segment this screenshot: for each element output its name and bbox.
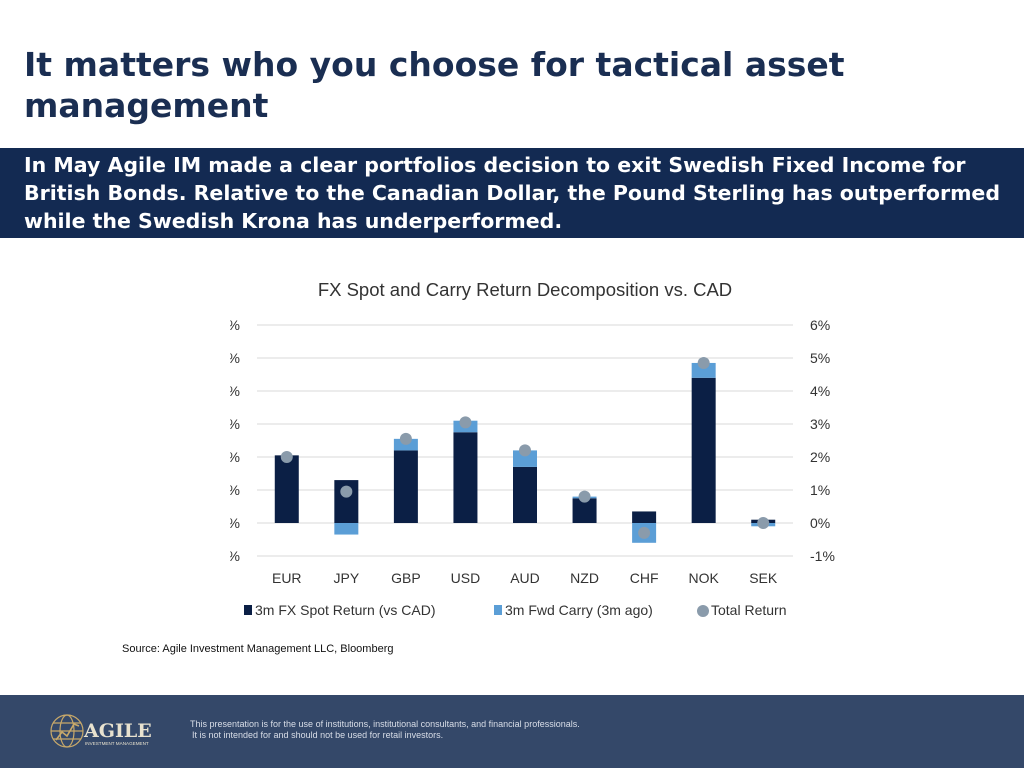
footer-bar [0,695,1024,768]
bar-spot-chf [632,511,657,523]
fx-return-chart: FX Spot and Carry Return Decomposition v… [230,279,835,618]
x-tick-label: GBP [391,570,421,586]
y-tick-label-right: 0% [810,515,830,531]
x-tick-label: SEK [749,570,778,586]
summary-banner [0,148,1024,238]
x-tick-label: NZD [570,570,599,586]
source-note: Source: Agile Investment Management LLC,… [122,643,394,655]
disclaimer: This presentation is for the use of inst… [190,719,710,741]
bar-spot-usd [453,432,478,523]
summary-text: In May Agile IM made a clear portfolios … [24,153,1001,233]
y-tick-label-left: 4% [230,383,240,399]
legend-swatch-carry [494,605,502,615]
legend-label-spot: 3m FX Spot Return (vs CAD) [255,602,436,618]
y-tick-label-right: -1% [810,548,835,564]
legend-label-carry: 3m Fwd Carry (3m ago) [505,602,653,618]
y-tick-label-left: 2% [230,449,240,465]
x-tick-label: AUD [510,570,540,586]
chart-title: FX Spot and Carry Return Decomposition v… [318,279,732,300]
total-return-marker-nzd [578,490,591,503]
globe-icon [50,714,84,748]
total-return-marker-jpy [340,485,353,498]
y-tick-label-right: 4% [810,383,830,399]
total-return-marker-chf [638,526,651,539]
total-return-marker-nok [697,356,710,369]
bar-spot-nok [691,377,716,523]
total-return-marker-gbp [399,432,412,445]
y-tick-label-left: 6% [230,317,240,333]
agile-logo: AGILE INVESTMENT MANAGEMENT [50,714,152,748]
disclaimer-line-1: This presentation is for the use of inst… [190,719,580,729]
logo-subtitle: INVESTMENT MANAGEMENT [85,741,149,746]
bar-carry-nok [691,362,716,378]
x-tick-label: EUR [272,570,302,586]
logo-wordmark: AGILE [83,720,152,742]
y-tick-label-right: 6% [810,317,830,333]
total-return-marker-aud [519,444,531,457]
y-tick-label-right: 3% [810,416,830,432]
y-tick-label-left: 0% [230,515,240,531]
y-tick-label-left: 5% [230,350,240,366]
bar-carry-jpy [334,523,359,535]
total-return-marker-usd [459,416,472,429]
x-tick-label: JPY [333,570,359,586]
total-return-marker-sek [757,517,770,529]
y-tick-label-left: 1% [230,482,240,498]
bar-carry-aud [513,450,537,467]
legend-label-total: Total Return [711,602,786,618]
y-tick-label-right: 1% [810,482,830,498]
legend-swatch-total [697,605,709,617]
x-tick-label: NOK [688,570,719,586]
y-tick-label-left: -1% [230,548,240,564]
legend-swatch-spot [244,605,252,615]
y-tick-label-left: 3% [230,416,240,432]
total-return-marker-eur [280,451,293,463]
x-tick-label: CHF [630,570,659,586]
page-title: It matters who you choose for tactical a… [24,45,845,125]
bar-spot-gbp [393,450,418,523]
bar-spot-eur [274,455,299,523]
bar-spot-aud [513,466,537,523]
x-tick-label: USD [451,570,481,586]
disclaimer-line-2: It is not intended for and should not be… [192,730,444,740]
y-tick-label-right: 2% [810,449,830,465]
y-tick-label-right: 5% [810,350,830,366]
